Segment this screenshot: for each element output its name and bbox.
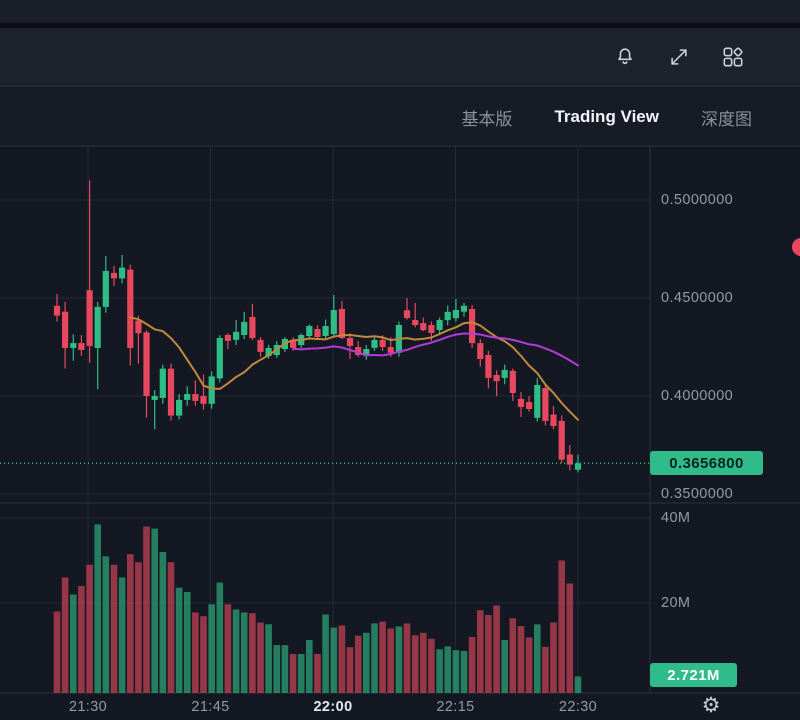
- top-divider: [0, 23, 800, 28]
- price-tick-label: 0.4000000: [661, 388, 734, 404]
- time-tick-label: 22:30: [558, 699, 598, 715]
- chart-toolbar: [0, 28, 800, 87]
- last-price-badge: 0.3656800: [650, 451, 763, 476]
- tab-depth-chart[interactable]: 深度图: [701, 109, 752, 129]
- last-volume-badge: 2.721M: [650, 663, 737, 687]
- tab-trading-view[interactable]: Trading View: [554, 107, 659, 126]
- layout-grid-icon[interactable]: [721, 45, 745, 69]
- fullscreen-expand-icon[interactable]: [667, 45, 691, 69]
- alert-bell-icon[interactable]: [613, 45, 637, 69]
- volume-tick-label: 40M: [661, 510, 691, 526]
- chart-mode-tabs: 基本版 Trading View 深度图: [0, 88, 800, 146]
- price-tick-label: 0.5000000: [661, 192, 734, 208]
- time-tick-label: 22:15: [436, 699, 475, 715]
- time-tick-label: 21:45: [191, 699, 230, 715]
- time-tick-label: 21:30: [68, 699, 108, 715]
- tab-basic-version[interactable]: 基本版: [461, 109, 513, 129]
- price-tick-label: 0.3500000: [661, 486, 734, 502]
- price-tick-label: 0.4500000: [661, 290, 734, 306]
- side-notification-dot[interactable]: [792, 238, 800, 256]
- window-top-strip: [0, 0, 800, 23]
- time-tick-label: 22:00: [313, 699, 353, 715]
- chart-settings-gear-icon[interactable]: ⚙: [701, 694, 721, 717]
- volume-tick-label: 20M: [661, 595, 691, 611]
